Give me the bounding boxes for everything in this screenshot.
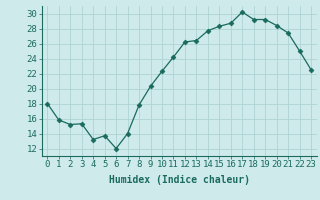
X-axis label: Humidex (Indice chaleur): Humidex (Indice chaleur) xyxy=(109,175,250,185)
